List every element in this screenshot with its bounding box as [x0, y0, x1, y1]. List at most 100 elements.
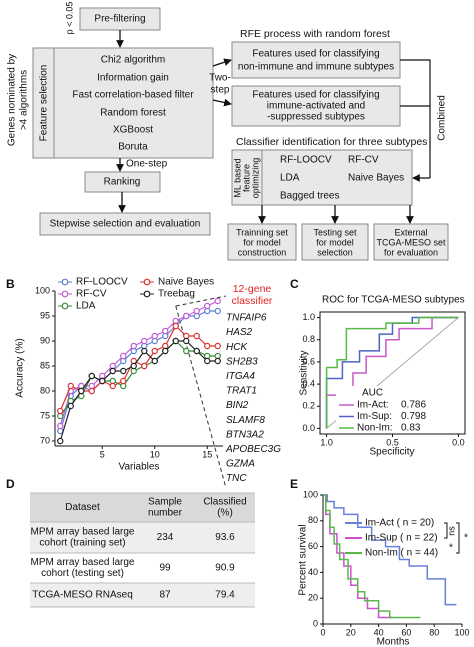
gene: BTN3A2 [226, 429, 264, 440]
legend-auc: 0.786 [401, 400, 426, 411]
point [99, 377, 106, 385]
x-tick-label: 15 [202, 449, 212, 459]
y-tick-label: 90 [40, 335, 50, 345]
method: Random forest [100, 108, 166, 119]
classifier: LDA [280, 173, 300, 184]
ranking: Ranking [104, 177, 141, 188]
chart-title: ROC for TCGA-MESO subtypes [322, 295, 465, 306]
point [204, 342, 211, 350]
y-tick-label: 80 [40, 385, 50, 395]
table-cell: Sample [148, 497, 182, 508]
p-threshold: p < 0.05 [64, 2, 74, 35]
roc-curve [325, 316, 459, 429]
classifier: Bagged trees [280, 191, 340, 202]
x-axis-label: Months [377, 637, 410, 647]
legend-marker [143, 290, 151, 298]
set-text: selection [317, 247, 353, 257]
workflow-diagram: p < 0.05 Pre-filtering Genes nominated b… [7, 2, 449, 261]
rfe-box [231, 41, 401, 79]
y-tick-label: 0.2 [302, 401, 315, 411]
legend-auc: 0.83 [401, 423, 421, 434]
arrow [212, 98, 232, 107]
x-tick-label: 0 [320, 627, 325, 637]
point [172, 337, 179, 345]
table-cell: 93.6 [215, 532, 235, 543]
y-tick-label: 80 [308, 515, 318, 525]
panel-label: B [6, 277, 15, 291]
sig-bracket [456, 522, 460, 554]
combine-line [400, 59, 431, 178]
point [130, 362, 137, 370]
point [88, 387, 95, 395]
set-text: for model [316, 237, 354, 247]
gene: ITGA4 [226, 371, 255, 382]
legend-title: AUC [362, 388, 383, 399]
table-header-bg [30, 493, 255, 522]
point [120, 377, 127, 385]
point [141, 362, 148, 370]
table-cell: 99 [159, 563, 171, 574]
point [109, 367, 116, 375]
gene: BIN2 [226, 400, 249, 411]
ml-label: feature [241, 164, 251, 192]
point [214, 307, 221, 315]
table-cell: Dataset [65, 502, 100, 513]
annotation: 12-gene [233, 283, 272, 295]
point [67, 402, 74, 410]
rfe-title: RFE process with random forest [240, 28, 390, 40]
table-cell: cohort (testing set) [41, 568, 124, 579]
point [193, 347, 200, 355]
x-tick-label: 20 [346, 627, 356, 637]
x-tick-label: 0.5 [386, 437, 399, 447]
y-tick-label: 0 [313, 618, 318, 628]
legend-label: RF-CV [76, 289, 107, 300]
y-tick-label: 75 [40, 410, 50, 420]
y-axis-label: Percent survival [298, 524, 309, 595]
point [57, 407, 64, 415]
gene: TRAT1 [226, 386, 257, 397]
set-text: construction [238, 247, 287, 257]
y-tick-label: 95 [40, 310, 50, 320]
rfe-text: -suppressed subtypes [267, 112, 365, 123]
point [162, 347, 169, 355]
point [141, 347, 148, 355]
legend-label: Treebag [158, 289, 195, 300]
classifier: Naive Bayes [348, 173, 404, 184]
y-tick-label: 100 [303, 489, 318, 499]
y-tick-label: 20 [308, 593, 318, 603]
table-cell: Classified [203, 497, 246, 508]
survival-curve [323, 494, 421, 619]
set-text: for evaluation [384, 247, 438, 257]
point [151, 357, 158, 365]
significance: * [464, 533, 468, 544]
point [214, 357, 221, 365]
x-tick-label: 60 [401, 627, 411, 637]
stepwise-box [39, 212, 211, 236]
table-row-bg [30, 553, 255, 583]
feature-selection: Feature selection [39, 65, 50, 142]
set-text: TCGA-MESO set [376, 237, 446, 247]
point [57, 422, 64, 430]
rfe-text: Features used for classifying [252, 49, 379, 60]
series-line [59, 325, 218, 412]
feature-box [32, 47, 214, 159]
x-tick-label: 40 [374, 627, 384, 637]
x-tick-label: 10 [150, 449, 160, 459]
arrow [212, 58, 232, 67]
x-tick-label: 100 [454, 627, 469, 637]
x-tick-label: 80 [429, 627, 439, 637]
x-axis-label: Variables [119, 462, 160, 473]
gene: SH2B3 [226, 356, 258, 367]
point [88, 372, 95, 380]
y-tick-label: 0.8 [302, 334, 315, 344]
series-line [59, 340, 218, 417]
set-text: Testing set [313, 227, 357, 237]
series-line [59, 310, 218, 432]
gene: HAS2 [226, 327, 253, 338]
legend-label: Naive Bayes [158, 277, 214, 288]
set-text: External [394, 227, 427, 237]
table-cell: (%) [217, 508, 233, 519]
legend-marker [61, 278, 69, 286]
table-row-bg [30, 522, 255, 553]
legend-marker [61, 290, 69, 298]
